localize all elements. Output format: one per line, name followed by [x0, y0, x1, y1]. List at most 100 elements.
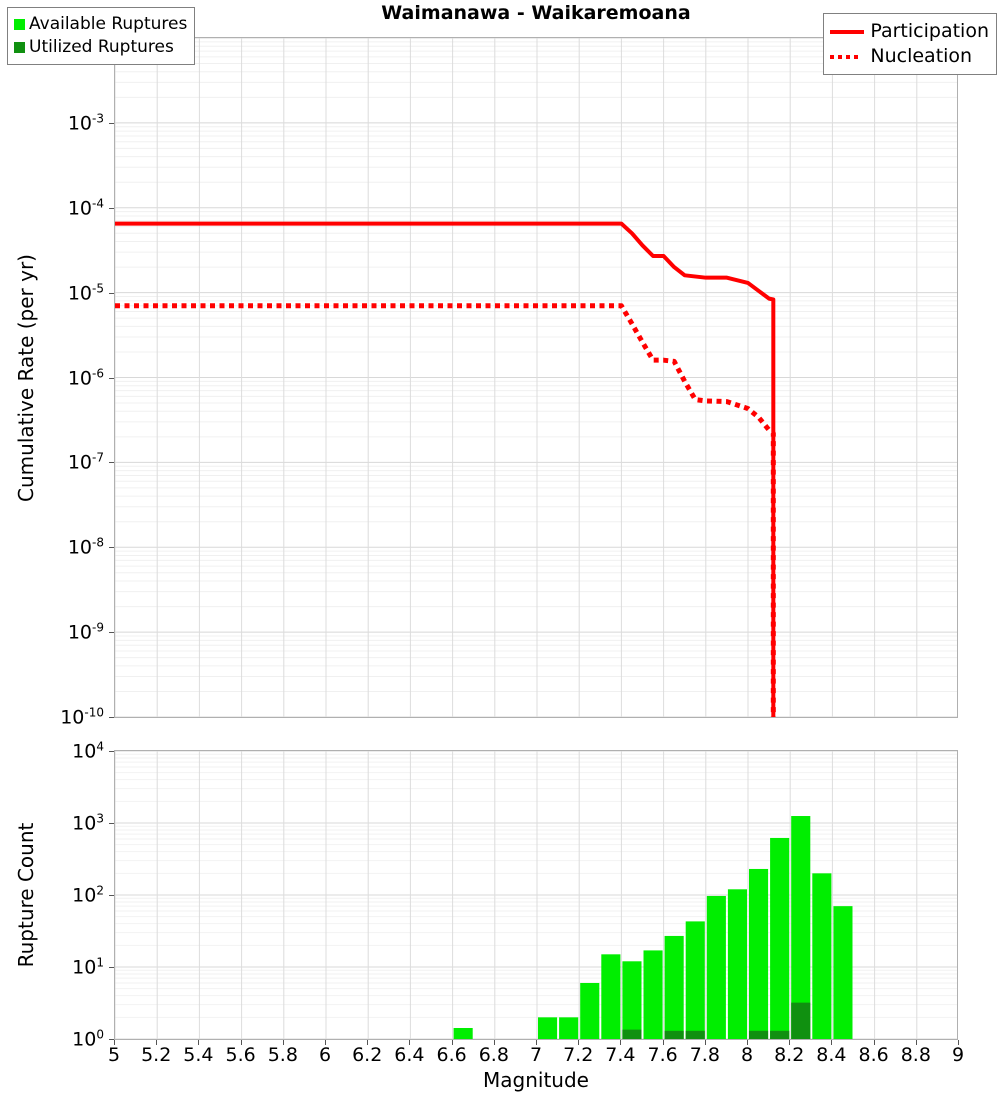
y-tick-label: 10-5: [67, 280, 104, 305]
x-tick-label-6-6: 6.6: [436, 1044, 467, 1066]
y-tick-top-5: 10-7: [0, 451, 104, 485]
y-tick-label: 102: [72, 883, 104, 907]
x-tick-mark: [662, 1040, 664, 1045]
legend-label-nucleation: Nucleation: [870, 45, 973, 67]
y-tick-mark: [109, 967, 114, 968]
y-tick-mark: [109, 823, 114, 824]
legend-item-utilized-ruptures[interactable]: Utilized Ruptures: [14, 36, 187, 59]
x-tick-label-5-6: 5.6: [225, 1044, 256, 1066]
y-tick-mark: [109, 717, 114, 718]
y-tick-bottom-4: 100: [0, 1027, 104, 1062]
legend-item-available-ruptures[interactable]: Available Ruptures: [14, 13, 187, 36]
x-tick-label-5-2: 5.2: [141, 1044, 172, 1066]
y-tick-bottom-3: 101: [0, 955, 104, 990]
y-tick-label: 10-4: [67, 196, 104, 220]
legend-item-nucleation[interactable]: Nucleation: [830, 44, 989, 69]
y-axis-label-top: Cumulative Rate (per yr): [14, 254, 38, 502]
rupture-count-plot: [114, 750, 958, 1040]
x-tick-mark: [536, 1040, 537, 1045]
x-tick-mark: [198, 1040, 200, 1045]
y-tick-mark: [109, 292, 114, 294]
y-axis-label-bottom: Rupture Count: [14, 822, 38, 968]
y-tick-bottom-2: 102: [0, 883, 104, 918]
y-tick-mark: [109, 462, 114, 464]
y-tick-top-8: 10-10: [0, 705, 104, 740]
x-tick-label-8: 8: [740, 1044, 754, 1066]
x-tick-mark: [789, 1040, 791, 1045]
x-tick-mark: [325, 1040, 326, 1045]
x-tick-mark: [704, 1040, 706, 1045]
x-tick-mark: [578, 1040, 580, 1045]
x-tick-label-7-6: 7.6: [647, 1044, 678, 1066]
y-tick-mark: [109, 751, 114, 752]
y-tick-label: 10-8: [67, 535, 104, 559]
x-tick-mark: [831, 1040, 833, 1045]
x-tick-mark: [620, 1040, 622, 1045]
x-tick-label-8-2: 8.2: [774, 1044, 805, 1066]
x-tick-label-7-8: 7.8: [689, 1044, 720, 1066]
y-tick-label: 10-6: [67, 365, 104, 390]
x-tick-mark: [282, 1040, 284, 1045]
y-tick-top-6: 10-8: [0, 536, 104, 570]
page-title: Waimanawa - Waikaremoana: [381, 2, 691, 24]
x-tick-mark: [873, 1040, 875, 1045]
y-tick-mark: [109, 632, 114, 634]
x-tick-label-8-4: 8.4: [816, 1044, 847, 1066]
x-tick-mark: [451, 1040, 453, 1045]
x-tick-mark: [156, 1040, 158, 1045]
x-tick-label-8-8: 8.8: [900, 1044, 931, 1066]
legend-label-utilized-ruptures: Utilized Ruptures: [29, 37, 174, 57]
x-tick-mark: [240, 1040, 242, 1045]
y-tick-bottom-0: 104: [0, 739, 104, 774]
x-axis-label: Magnitude: [483, 1068, 589, 1092]
y-tick-mark: [109, 207, 114, 209]
green-square-icon: [14, 19, 25, 30]
y-tick-label: 101: [72, 955, 104, 979]
legend-label-participation: Participation: [870, 20, 989, 42]
y-tick-label: 10-9: [67, 620, 104, 644]
y-tick-top-7: 10-9: [0, 620, 104, 655]
x-tick-mark: [409, 1040, 411, 1045]
legend-label-available-ruptures: Available Ruptures: [29, 14, 188, 34]
legend-top: Participation Nucleation: [823, 13, 997, 75]
legend-bottom: Available Ruptures Utilized Ruptures: [7, 7, 196, 65]
y-tick-top-3: 10-5: [0, 281, 104, 316]
x-tick-label-5-8: 5.8: [267, 1044, 298, 1066]
x-tick-label-9: 9: [951, 1044, 965, 1066]
y-tick-label: 10-10: [60, 705, 104, 729]
y-tick-mark: [109, 895, 114, 896]
x-tick-label-6: 6: [318, 1044, 332, 1066]
y-tick-top-4: 10-6: [0, 366, 104, 401]
x-tick-mark: [114, 1040, 115, 1045]
x-tick-mark: [915, 1040, 917, 1045]
x-tick-label-7: 7: [529, 1044, 543, 1066]
legend-item-participation[interactable]: Participation: [830, 19, 989, 44]
y-tick-mark: [109, 1039, 114, 1040]
x-tick-label-6-2: 6.2: [352, 1044, 383, 1066]
cumulative-rate-canvas: [115, 38, 957, 717]
x-tick-mark: [747, 1040, 748, 1045]
y-tick-top-1: 10-3: [0, 111, 104, 146]
x-tick-mark: [493, 1040, 495, 1045]
y-tick-label: 104: [72, 739, 104, 763]
x-tick-mark: [958, 1040, 959, 1045]
x-tick-label-7-4: 7.4: [605, 1044, 636, 1066]
y-tick-top-2: 10-4: [0, 196, 104, 231]
y-tick-label: 103: [72, 811, 104, 835]
x-tick-mark: [367, 1040, 369, 1045]
y-tick-label: 10-7: [67, 450, 104, 475]
y-tick-mark: [109, 122, 114, 124]
y-tick-mark: [109, 547, 114, 549]
x-tick-label-5-4: 5.4: [183, 1044, 214, 1066]
y-tick-bottom-1: 103: [0, 811, 104, 846]
line-solid-icon: [830, 22, 865, 42]
x-tick-label-8-6: 8.6: [858, 1044, 889, 1066]
x-tick-label-6-4: 6.4: [394, 1044, 425, 1066]
x-tick-label-5: 5: [107, 1044, 121, 1066]
y-tick-label: 10-3: [67, 111, 104, 135]
cumulative-rate-plot: [114, 37, 958, 718]
dark-green-square-icon: [14, 42, 25, 53]
x-tick-label-6-8: 6.8: [478, 1044, 509, 1066]
y-tick-mark: [109, 377, 114, 379]
x-tick-label-7-2: 7.2: [563, 1044, 594, 1066]
